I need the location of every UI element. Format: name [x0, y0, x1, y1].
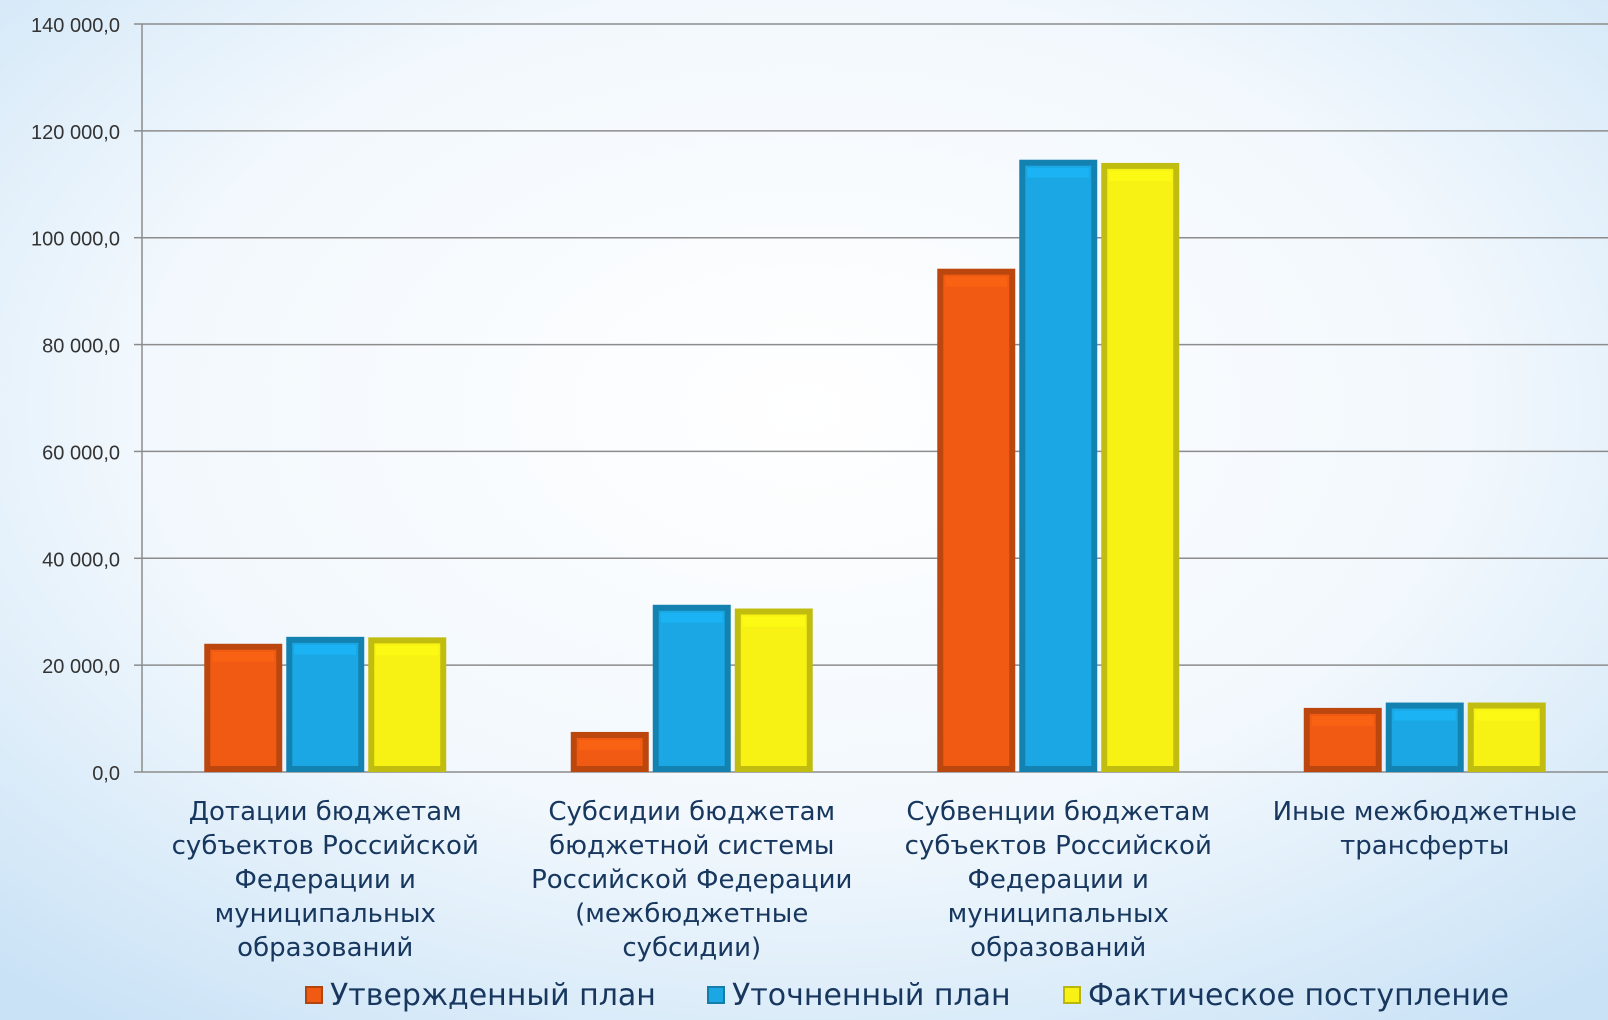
legend-swatch: [305, 986, 323, 1004]
legend-swatch: [707, 986, 725, 1004]
bar-1-4: [1303, 707, 1382, 772]
y-tick-label: 40 000,0: [42, 549, 120, 571]
bar-highlight: [1311, 715, 1374, 726]
bar-1-2: [570, 731, 649, 772]
x-tick-label-line: образований: [237, 933, 413, 963]
legend: Утвержденный план Уточненный план Фактичес…: [305, 978, 1509, 1013]
x-tick-label-line: Российской Федерации: [531, 865, 852, 895]
bar-face: [374, 643, 441, 766]
x-tick-label-line: Федерации и: [235, 865, 416, 895]
bar-face: [658, 610, 725, 766]
y-tick-label: 120 000,0: [31, 122, 120, 144]
legend-label: Уточненный план: [732, 978, 1011, 1013]
x-tick-label-line: Дотации бюджетам: [189, 797, 462, 827]
x-tick-label-line: субъектов Российской: [905, 831, 1212, 861]
bar-3-2: [734, 608, 813, 772]
x-tick-label-line: Иные межбюджетные: [1273, 797, 1577, 827]
bar-highlight: [212, 651, 275, 662]
x-tick-label-line: субсидии): [622, 933, 761, 963]
legend-label: Фактическое поступление: [1088, 978, 1509, 1013]
bar-highlight: [578, 739, 641, 750]
y-tick-label: 100 000,0: [31, 229, 120, 251]
bar-1-1: [204, 643, 283, 772]
x-tick-labels: Дотации бюджетам субъектов Российской Феде…: [172, 797, 1577, 963]
x-tick-label-line: бюджетной системы: [549, 831, 834, 861]
y-tick-label: 60 000,0: [42, 442, 120, 464]
bar-3-1: [368, 637, 447, 772]
bar-highlight: [1475, 710, 1538, 721]
bar-face: [943, 274, 1010, 766]
bar-face: [1025, 165, 1092, 767]
legend-swatch: [1063, 986, 1081, 1004]
y-tick-label: 20 000,0: [42, 656, 120, 678]
y-tick-label: 0,0: [92, 763, 120, 785]
x-tick-label-line: (межбюджетные: [575, 899, 808, 929]
x-tick-label-line: образований: [970, 933, 1146, 963]
x-tick-label-line: муниципальных: [948, 899, 1169, 929]
bar-face: [292, 642, 359, 766]
y-tick-label: 140 000,0: [31, 15, 120, 37]
x-tick-label-line: Субвенции бюджетам: [906, 797, 1210, 827]
bar-2-1: [286, 636, 365, 772]
bar-highlight: [660, 612, 723, 623]
y-tick-label: 80 000,0: [42, 336, 120, 358]
legend-label: Утвержденный план: [330, 978, 656, 1013]
bar-3-4: [1467, 702, 1546, 772]
bar-highlight: [945, 276, 1008, 287]
bar-3-3: [1101, 162, 1180, 772]
bar-highlight: [1027, 167, 1090, 178]
bar-face: [210, 649, 277, 766]
bar-2-2: [652, 604, 731, 772]
x-tick-label-line: трансферты: [1340, 831, 1509, 861]
bar-highlight: [1109, 170, 1172, 181]
bar-highlight: [742, 616, 805, 627]
x-tick-label-line: муниципальных: [215, 899, 436, 929]
bar-1-3: [937, 268, 1016, 772]
bars: [204, 159, 1546, 773]
bar-2-3: [1019, 159, 1098, 773]
bar-highlight: [294, 644, 357, 655]
x-tick-label-line: Субсидии бюджетам: [548, 797, 835, 827]
axes: 0,0 20 000,0 40 000,0 60 000,0 80 000,0 100 0…: [31, 15, 143, 785]
x-tick-label-line: Федерации и: [968, 865, 1149, 895]
x-tick-label-line: субъектов Российской: [172, 831, 479, 861]
bar-highlight: [1393, 710, 1456, 721]
bar-highlight: [376, 645, 439, 656]
bar-face: [740, 614, 807, 766]
bar-2-4: [1385, 702, 1464, 772]
bar-face: [1107, 168, 1174, 766]
